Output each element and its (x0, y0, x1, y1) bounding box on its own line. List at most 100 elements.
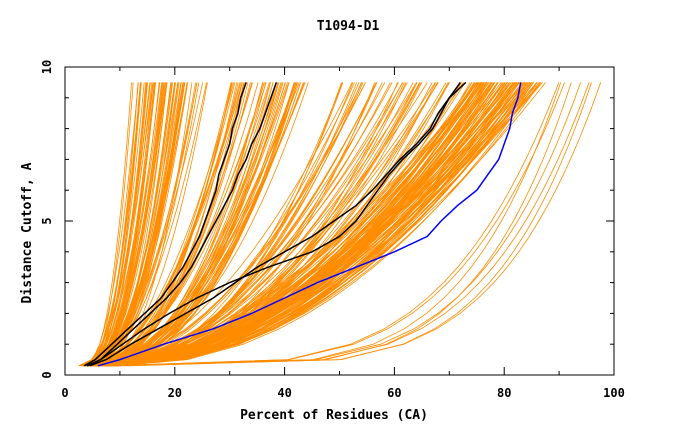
model-curve-280 (128, 82, 592, 367)
model-curve-110 (92, 82, 271, 367)
model-curve-261 (92, 82, 478, 367)
model-curve-129 (94, 82, 232, 367)
model-curve-232 (111, 82, 532, 367)
x-tick-label-5: 100 (603, 386, 625, 400)
model-curve-51 (85, 82, 142, 367)
model-curve-281 (108, 82, 560, 367)
x-tick-label-4: 80 (497, 386, 511, 400)
x-tick-label-0: 0 (61, 386, 68, 400)
model-curve-179 (104, 82, 358, 367)
model-curve-194 (87, 82, 391, 367)
model-curve-286 (116, 82, 572, 367)
y-tick-label-2: 10 (40, 60, 54, 74)
model-curve-196 (90, 82, 450, 367)
model-curve-282 (123, 82, 602, 367)
model-curve-186 (90, 82, 366, 367)
model-curve-269 (97, 82, 508, 367)
model-curve-250 (108, 82, 533, 367)
x-axis-label: Percent of Residues (CA) (240, 408, 428, 423)
model-curve-127 (92, 82, 298, 367)
y-axis-label: Distance Cutoff, A (20, 162, 35, 303)
model-curve-126 (81, 82, 242, 367)
model-curve-56 (81, 82, 168, 367)
model-curve-270 (115, 82, 506, 367)
model-curve-62 (88, 82, 172, 367)
model-curve-128 (84, 82, 270, 367)
model-curve-64 (89, 82, 134, 367)
model-curve-69 (91, 82, 179, 367)
x-tick-label-1: 20 (168, 386, 182, 400)
model-curve-192 (94, 82, 360, 367)
model-curve-114 (96, 82, 267, 367)
model-curve-31 (89, 82, 208, 367)
model-curve-60 (82, 82, 188, 367)
model-curve-54 (80, 82, 141, 367)
model-curve-113 (88, 82, 267, 367)
model-curve-116 (87, 82, 249, 367)
model-curve-188 (102, 82, 378, 367)
y-tick-label-0: 0 (40, 371, 54, 378)
model-curve-283 (119, 82, 562, 367)
model-curve-278 (115, 82, 492, 367)
highlight-curve-0 (83, 82, 247, 367)
model-curve-63 (87, 82, 153, 367)
model-curve-274 (99, 82, 518, 367)
highlight-curve-3 (86, 81, 461, 367)
model-curve-265 (112, 82, 490, 367)
model-curve-68 (86, 82, 156, 367)
model-curve-254 (112, 82, 487, 367)
model-curve-58 (83, 82, 207, 367)
model-curve-190 (96, 82, 408, 367)
model-curve-206 (106, 82, 489, 367)
model-curve-277 (110, 82, 491, 367)
model-curve-131 (96, 82, 353, 367)
model-curve-273 (93, 82, 525, 367)
model-curve-136 (93, 82, 355, 367)
model-curve-150 (90, 82, 477, 367)
model-curve-89 (89, 82, 236, 367)
model-curve-287 (107, 82, 565, 367)
highlight-curve-1 (86, 82, 278, 367)
model-curve-81 (97, 82, 274, 367)
model-curve-284 (112, 82, 590, 367)
model-curve-266 (95, 82, 535, 367)
chart-title: T1094-D1 (317, 19, 380, 34)
model-curve-276 (98, 82, 520, 367)
model-curve-74 (86, 82, 309, 367)
model-curve-285 (98, 82, 581, 367)
model-curve-18 (83, 82, 163, 367)
model-curve-118 (88, 82, 301, 367)
highlight-curve-2 (89, 81, 467, 367)
model-curve-171 (104, 82, 414, 367)
axis-ticks: 0 20 40 60 80 100 0 5 10 (40, 60, 625, 400)
model-curve-108 (97, 82, 284, 367)
model-curve-275 (103, 82, 498, 367)
model-curve-205 (116, 82, 542, 367)
model-curve-279 (93, 82, 510, 367)
model-curve-268 (100, 82, 541, 367)
x-tick-label-3: 60 (387, 386, 401, 400)
model-curve-67 (83, 82, 165, 367)
model-curve-57 (82, 82, 139, 367)
model-curve-52 (83, 82, 132, 367)
model-curve-122 (82, 82, 245, 367)
model-curve-258 (106, 82, 480, 367)
model-curve-125 (93, 82, 286, 367)
model-curve-124 (89, 82, 306, 367)
model-curve-119 (85, 82, 243, 367)
model-curve-46 (82, 82, 184, 367)
model-curve-264 (111, 82, 495, 367)
model-curve-102 (92, 82, 290, 367)
model-curve-198 (107, 82, 342, 367)
x-tick-label-2: 40 (277, 386, 291, 400)
model-curve-107 (94, 82, 290, 367)
model-curve-230 (117, 82, 538, 367)
highlight-curve-4 (97, 82, 522, 367)
y-tick-label-1: 5 (40, 217, 54, 224)
model-curve-53 (83, 82, 139, 367)
model-curve-83 (96, 82, 296, 367)
model-curve-27 (91, 82, 147, 367)
model-curve-263 (112, 82, 538, 367)
